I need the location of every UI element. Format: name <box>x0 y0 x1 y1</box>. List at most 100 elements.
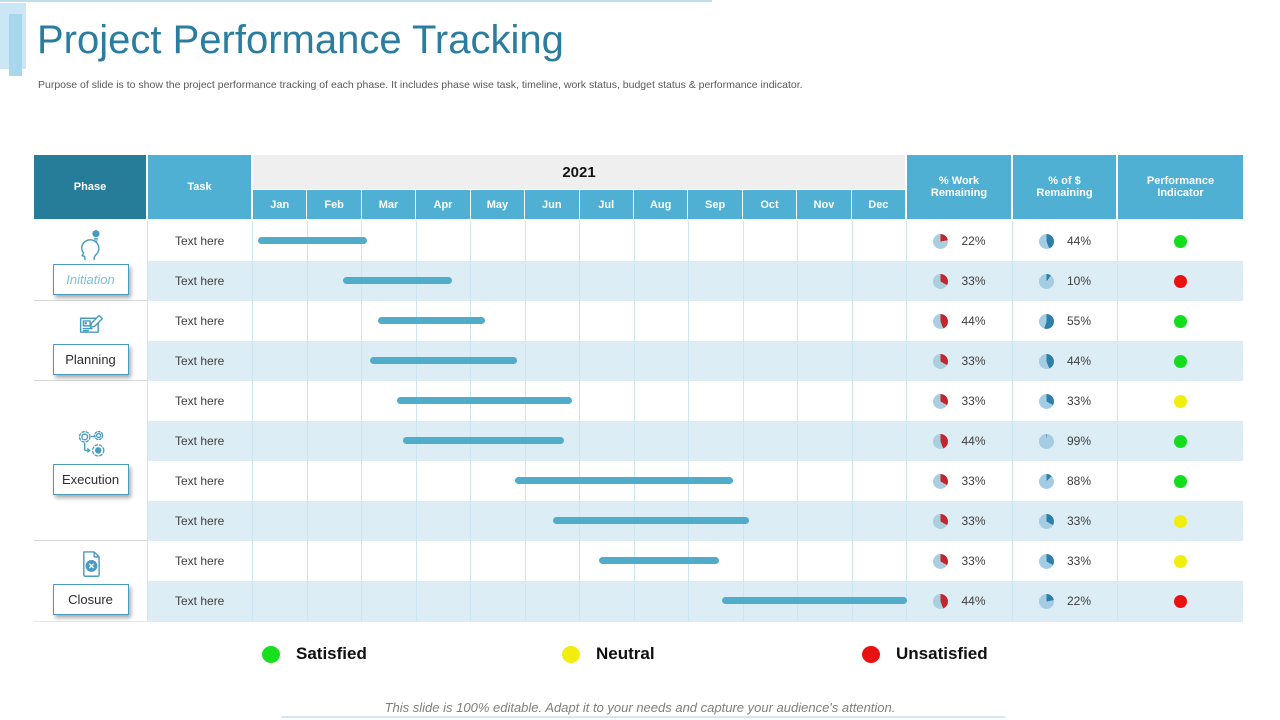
performance-dot-green <box>1174 434 1187 448</box>
work-remaining-cell: 33% <box>907 501 1013 541</box>
dollar-pie-icon <box>1038 593 1054 609</box>
legend-label: Unsatisfied <box>896 644 988 663</box>
work-pie-icon <box>933 593 949 609</box>
column-header-task: Task <box>148 155 253 219</box>
month-cell <box>635 421 689 461</box>
table-row: Text here 44% 55% <box>148 301 1243 341</box>
month-cell <box>362 581 417 621</box>
performance-table: Phase Task 2021 Jan Feb Mar Apr May Jun Jul Aug… <box>34 155 1243 622</box>
dollar-remaining-cell: 55% <box>1013 301 1118 341</box>
legend-dot-unsatisfied <box>862 645 880 663</box>
phase-label-execution: Execution <box>52 463 129 495</box>
month-cell <box>580 421 635 461</box>
timeline-grid <box>253 501 907 541</box>
footer-note: This slide is 100% editable. Adapt it to… <box>384 700 896 715</box>
phase-group-initiation: Initiation <box>34 221 147 301</box>
work-remaining-cell: 33% <box>907 261 1013 301</box>
month-cell <box>362 501 417 541</box>
performance-cell <box>1118 261 1243 301</box>
timeline-grid <box>253 461 907 501</box>
month-cell <box>744 501 798 541</box>
month-header-nov: Nov <box>797 190 852 219</box>
blueprint-icon <box>72 307 110 343</box>
dollar-remaining-cell: 33% <box>1013 501 1118 541</box>
month-cell <box>417 221 471 261</box>
performance-dot-red <box>1174 594 1187 608</box>
month-cell <box>580 381 635 421</box>
month-cell <box>798 341 853 381</box>
month-cell <box>798 381 853 421</box>
dollar-pie-icon <box>1038 473 1054 489</box>
task-cell: Text here <box>148 421 253 461</box>
gantt-bar <box>397 397 572 404</box>
work-remaining-cell: 33% <box>907 341 1013 381</box>
month-cell <box>471 501 526 541</box>
work-remaining-value: 33% <box>961 354 986 368</box>
month-cell <box>853 221 907 261</box>
month-cell <box>744 421 798 461</box>
legend-item-satisfied: Satisfied <box>262 644 367 664</box>
table-row: Text here 33% 44% <box>148 341 1243 381</box>
month-cell <box>744 261 798 301</box>
month-cell <box>417 541 471 581</box>
dollar-remaining-cell: 44% <box>1013 341 1118 381</box>
month-cell <box>798 261 853 301</box>
month-cell <box>853 301 907 341</box>
month-cell <box>253 301 308 341</box>
gantt-bar <box>599 557 719 564</box>
performance-cell <box>1118 221 1243 261</box>
gears-icon <box>72 427 110 463</box>
work-remaining-value: 44% <box>961 314 986 328</box>
work-remaining-cell: 44% <box>907 421 1013 461</box>
gantt-bar <box>552 517 749 524</box>
work-pie-icon <box>933 233 949 249</box>
task-cell: Text here <box>148 381 253 421</box>
timeline-grid <box>253 261 907 301</box>
performance-cell <box>1118 421 1243 461</box>
dollar-remaining-cell: 22% <box>1013 581 1118 621</box>
work-remaining-value: 33% <box>961 514 986 528</box>
gantt-bar <box>342 277 452 284</box>
month-cell <box>689 341 744 381</box>
timeline-grid <box>253 381 907 421</box>
dollar-pie-icon <box>1038 393 1054 409</box>
month-cell <box>526 541 580 581</box>
phase-label-planning: Planning <box>52 343 129 375</box>
dollar-remaining-cell: 44% <box>1013 221 1118 261</box>
timeline-grid <box>253 421 907 461</box>
performance-dot-green <box>1174 234 1187 248</box>
month-header-feb: Feb <box>307 190 362 219</box>
dollar-remaining-value: 10% <box>1066 274 1092 288</box>
month-cell <box>689 541 744 581</box>
page-title: Project Performance Tracking <box>37 18 564 62</box>
phase-group-closure: Closure <box>34 541 147 621</box>
dollar-pie-icon <box>1038 313 1054 329</box>
dollar-pie-icon <box>1038 553 1054 569</box>
month-cell <box>580 221 635 261</box>
performance-dot-green <box>1174 474 1187 488</box>
month-cell <box>362 221 417 261</box>
phase-label-initiation: Initiation <box>52 263 129 295</box>
dollar-remaining-value: 33% <box>1066 554 1092 568</box>
table-row: Text here 33% 33% <box>148 541 1243 581</box>
month-header-row: Jan Feb Mar Apr May Jun Jul Aug Sep Oct Nov Dec <box>253 190 906 219</box>
month-cell <box>689 461 744 501</box>
task-rows: Text here 22% 44% Text here 33% 10% Text here 4… <box>148 221 1243 621</box>
column-header-phase: Phase <box>34 155 148 219</box>
month-cell <box>635 381 689 421</box>
table-body: Initiation Planning Execution Closure Text … <box>34 219 1243 622</box>
performance-dot-yellow <box>1174 554 1187 568</box>
month-cell <box>798 541 853 581</box>
month-cell <box>853 341 907 381</box>
month-cell <box>417 581 471 621</box>
month-cell <box>308 581 362 621</box>
month-cell <box>744 221 798 261</box>
slide-subtitle: Purpose of slide is to show the project … <box>38 79 803 91</box>
dollar-remaining-value: 55% <box>1066 314 1092 328</box>
work-remaining-cell: 44% <box>907 581 1013 621</box>
performance-dot-yellow <box>1174 514 1187 528</box>
task-cell: Text here <box>148 461 253 501</box>
month-header-jan: Jan <box>253 190 308 219</box>
month-cell <box>253 461 308 501</box>
month-cell <box>798 221 853 261</box>
